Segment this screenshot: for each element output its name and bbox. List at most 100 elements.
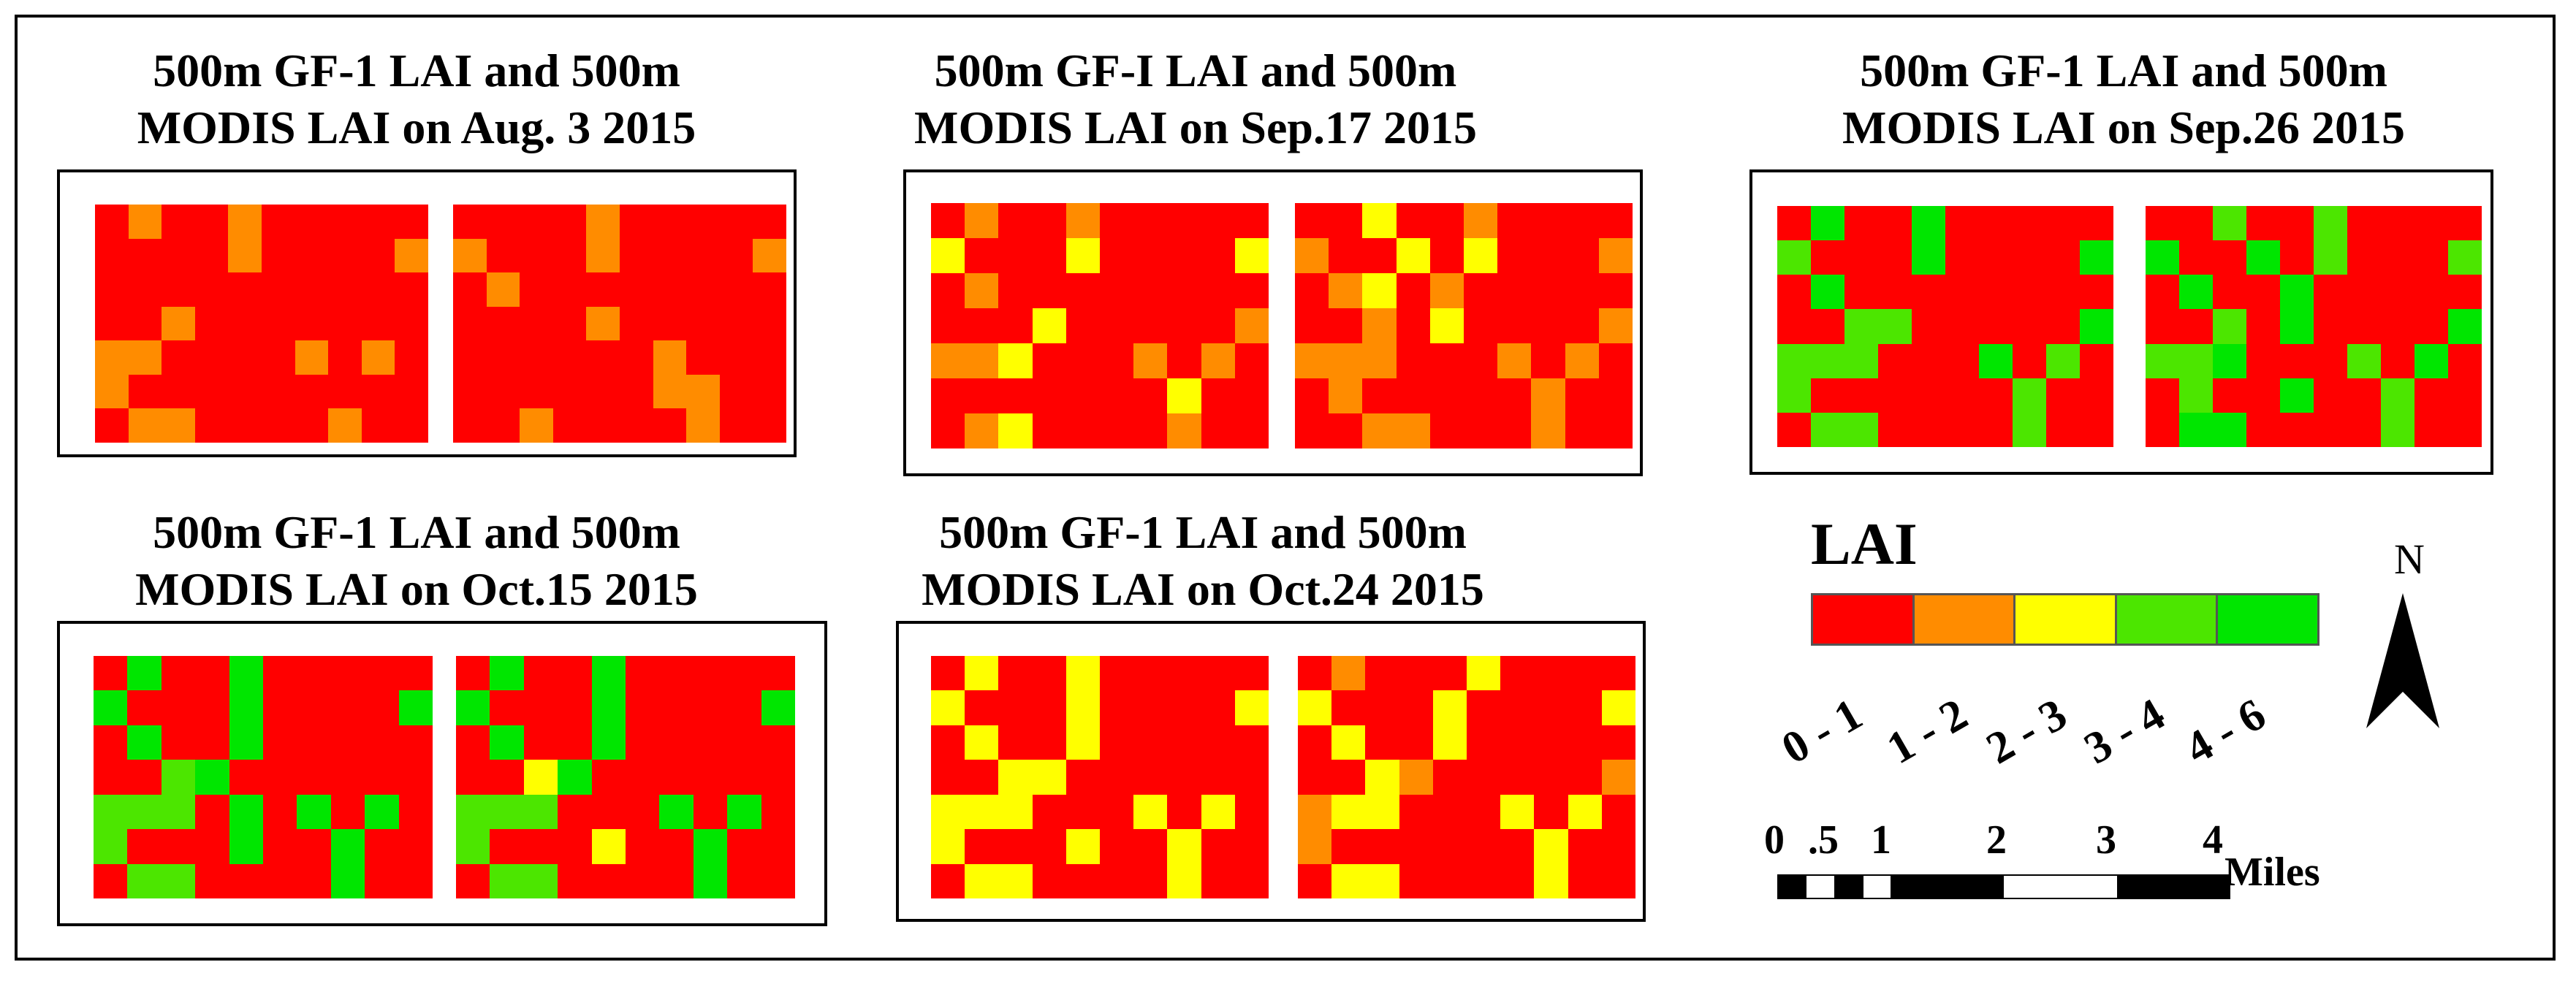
- lai-cell: [965, 690, 999, 725]
- lai-cell: [693, 829, 728, 864]
- lai-cell: [1979, 378, 2013, 413]
- lai-cell: [1497, 238, 1532, 273]
- lai-cell: [162, 306, 195, 341]
- lai-cell: [1100, 238, 1134, 273]
- lai-cell: [1201, 238, 1235, 273]
- lai-cell: [1464, 238, 1498, 273]
- lai-cell: [761, 760, 795, 795]
- lai-cell: [2347, 275, 2381, 310]
- lai-cell: [2046, 275, 2080, 310]
- lai-cell: [490, 725, 524, 760]
- lai-cell: [1467, 725, 1501, 760]
- lai-cell: [361, 374, 395, 409]
- lai-cell: [965, 725, 999, 760]
- lai-cell: [1497, 273, 1532, 308]
- lai-cell: [626, 725, 660, 760]
- lai-cell: [161, 656, 196, 691]
- lai-cell: [1133, 238, 1168, 273]
- lai-cell: [1777, 275, 1811, 310]
- lai-cell: [1500, 656, 1535, 691]
- lai-cell: [295, 374, 329, 409]
- lai-cell: [998, 829, 1033, 864]
- lai-cell: [2414, 378, 2448, 413]
- scale-tick-label: .5: [1808, 817, 1839, 863]
- lai-cell: [1295, 308, 1329, 343]
- lai-cell: [2013, 378, 2046, 413]
- lai-map-modis: [453, 205, 786, 443]
- lai-cell: [693, 794, 728, 830]
- lai-cell: [1464, 413, 1498, 448]
- lai-cell: [2347, 343, 2381, 378]
- lai-cell: [719, 374, 753, 409]
- lai-cell: [2381, 378, 2414, 413]
- lai-cell: [626, 656, 660, 691]
- lai-cell: [965, 656, 999, 691]
- lai-cell: [1464, 308, 1498, 343]
- lai-cell: [1133, 203, 1168, 238]
- lai-cell: [330, 760, 365, 795]
- scale-bar: [1777, 874, 2230, 899]
- lai-cell: [586, 408, 620, 443]
- lai-cell: [1295, 343, 1329, 378]
- lai-cell: [1464, 378, 1498, 413]
- lai-cell: [1234, 308, 1269, 343]
- lai-cell: [1032, 238, 1066, 273]
- lai-cell: [456, 760, 490, 795]
- lai-cell: [998, 690, 1033, 725]
- lai-cell: [1133, 863, 1168, 898]
- lai-cell: [1365, 656, 1399, 691]
- lai-cell: [2179, 206, 2213, 241]
- lai-cell: [395, 272, 428, 307]
- lai-cell: [2246, 275, 2280, 310]
- lai-cell: [2448, 343, 2482, 378]
- lai-cell: [1878, 206, 1912, 241]
- lai-cell: [2013, 412, 2046, 447]
- lai-cell: [1598, 413, 1633, 448]
- lai-cell: [194, 408, 229, 443]
- lai-cell: [1429, 273, 1464, 308]
- lai-cell: [1201, 413, 1235, 448]
- lai-cell: [1811, 343, 1844, 378]
- lai-cell: [1945, 206, 1979, 241]
- lai-cell: [128, 306, 162, 341]
- lai-map-gf1: [95, 205, 428, 443]
- lai-cell: [1777, 206, 1811, 241]
- lai-cell: [1331, 760, 1366, 795]
- lai-cell: [619, 408, 653, 443]
- lai-cell: [2280, 378, 2314, 413]
- lai-cell: [1234, 343, 1269, 378]
- lai-cell: [1912, 343, 1945, 378]
- lai-cell: [1531, 413, 1565, 448]
- lai-cell: [2013, 275, 2046, 310]
- lai-cell: [1912, 378, 1945, 413]
- lai-cell: [1065, 378, 1100, 413]
- lai-cell: [1399, 794, 1433, 830]
- lai-cell: [1598, 273, 1633, 308]
- lai-cell: [1295, 413, 1329, 448]
- lai-cell: [1912, 275, 1945, 310]
- lai-cell: [931, 794, 965, 830]
- lai-cell: [195, 690, 229, 725]
- lai-cell: [263, 690, 297, 725]
- lai-cell: [395, 205, 428, 239]
- lai-cell: [1844, 378, 1878, 413]
- lai-cell: [1467, 690, 1501, 725]
- lai-map-modis: [1298, 656, 1635, 898]
- lai-cell: [2080, 343, 2113, 378]
- lai-cell: [558, 863, 592, 898]
- lai-cell: [361, 205, 395, 239]
- lai-cell: [931, 690, 965, 725]
- lai-cell: [162, 374, 195, 409]
- lai-cell: [686, 374, 720, 409]
- lai-cell: [398, 760, 433, 795]
- lai-cell: [1432, 760, 1467, 795]
- lai-cell: [586, 340, 620, 375]
- lai-cell: [931, 273, 965, 308]
- lai-cell: [95, 340, 129, 375]
- lai-cell: [2246, 343, 2280, 378]
- lai-cell: [1032, 378, 1066, 413]
- lai-cell: [1167, 690, 1201, 725]
- lai-cell: [128, 238, 162, 273]
- lai-cell: [2414, 343, 2448, 378]
- lai-cell: [2046, 206, 2080, 241]
